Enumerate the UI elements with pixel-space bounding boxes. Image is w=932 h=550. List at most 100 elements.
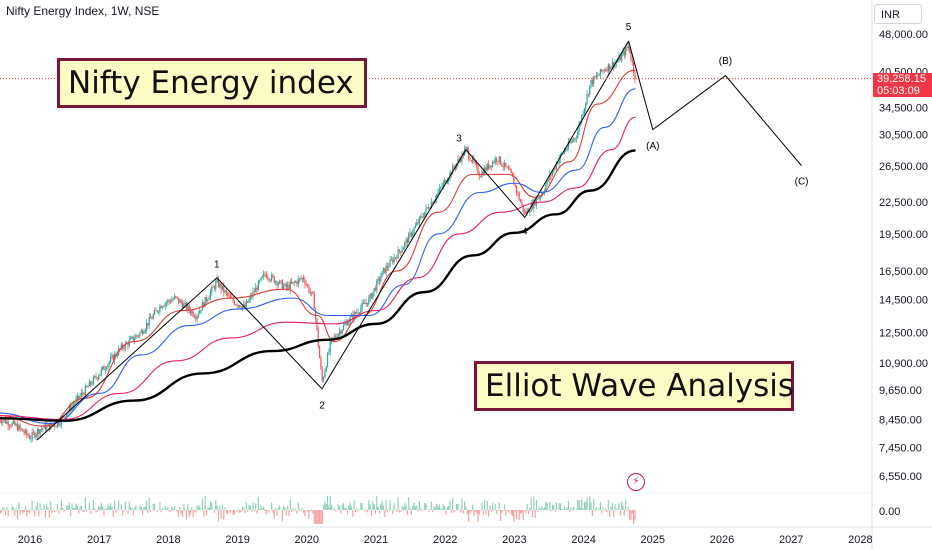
candle-body bbox=[240, 307, 242, 309]
candle-body bbox=[212, 286, 214, 288]
oscillator-bar bbox=[364, 510, 366, 512]
candle-body bbox=[550, 174, 552, 176]
oscillator-bar bbox=[19, 510, 21, 515]
candle-body bbox=[606, 69, 608, 72]
oscillator-bar bbox=[573, 506, 575, 510]
candle-body bbox=[452, 165, 454, 175]
oscillator-bar bbox=[39, 503, 41, 510]
oscillator-bar bbox=[392, 510, 394, 515]
candle-body bbox=[521, 202, 523, 205]
oscillator-bar bbox=[289, 499, 291, 510]
oscillator-bar bbox=[448, 506, 450, 510]
oscillator-bar bbox=[428, 510, 430, 512]
oscillator-bar bbox=[7, 510, 9, 517]
oscillator-bar bbox=[114, 500, 116, 510]
candle-body bbox=[112, 355, 114, 361]
candle-body bbox=[338, 331, 341, 335]
oscillator-bar bbox=[474, 510, 476, 512]
candle-body bbox=[630, 52, 632, 60]
oscillator-bar bbox=[91, 509, 93, 510]
oscillator-bar bbox=[554, 510, 556, 512]
oscillator-bar bbox=[183, 503, 185, 510]
oscillator-bar bbox=[313, 510, 315, 524]
oscillator-bar bbox=[90, 510, 92, 515]
oscillator-bar bbox=[408, 497, 410, 510]
oscillator-bar bbox=[115, 510, 117, 513]
candle-body bbox=[321, 368, 323, 381]
candle-body bbox=[88, 381, 90, 387]
candle-body bbox=[58, 422, 60, 426]
candle-body bbox=[103, 366, 105, 370]
oscillator-bar bbox=[551, 504, 554, 510]
correction-wave-line[interactable] bbox=[628, 40, 802, 167]
oscillator-bar bbox=[159, 502, 161, 510]
oscillator-bar bbox=[406, 510, 409, 515]
annotation-elliot-wave-analysis[interactable]: Elliot Wave Analysis bbox=[474, 361, 794, 411]
oscillator-bar bbox=[123, 510, 125, 511]
oscillator-bar bbox=[361, 502, 363, 510]
oscillator-bar bbox=[487, 510, 490, 517]
candle-body bbox=[72, 404, 74, 406]
oscillator-bar bbox=[149, 510, 152, 513]
candle-body bbox=[251, 295, 253, 297]
oscillator-bar bbox=[107, 504, 109, 510]
candle-body bbox=[373, 288, 375, 293]
candle-body bbox=[95, 376, 97, 378]
candle-body bbox=[84, 386, 86, 396]
oscillator-bar bbox=[627, 507, 629, 510]
oscillator-bar bbox=[120, 504, 122, 510]
oscillator-bar bbox=[465, 506, 467, 510]
candle-body bbox=[412, 232, 414, 236]
candle-body bbox=[396, 257, 398, 259]
annotation-nifty-energy-index[interactable]: Nifty Energy index bbox=[57, 58, 367, 108]
oscillator-bar bbox=[96, 510, 98, 512]
y-tick-label-3: 30,500.00 bbox=[879, 130, 928, 142]
currency-selector[interactable]: INR bbox=[874, 4, 922, 24]
candle-body bbox=[328, 351, 330, 354]
candle-body bbox=[54, 424, 56, 427]
oscillator-bar bbox=[567, 500, 570, 510]
candle-body bbox=[438, 188, 440, 193]
candle-body bbox=[349, 316, 351, 322]
oscillator-bar bbox=[561, 509, 563, 510]
candle-body bbox=[569, 141, 571, 144]
oscillator-bar bbox=[449, 500, 451, 510]
oscillator-bar bbox=[295, 509, 297, 510]
candle-body bbox=[436, 194, 438, 200]
candle-body bbox=[457, 159, 459, 164]
candle-body bbox=[522, 204, 524, 212]
impulse-wave-line[interactable] bbox=[36, 40, 630, 441]
oscillator-bar bbox=[389, 500, 391, 510]
oscillator-bar bbox=[108, 506, 110, 510]
oscillator-bar bbox=[35, 506, 37, 510]
oscillator-bar bbox=[585, 502, 587, 510]
oscillator-bar bbox=[3, 508, 5, 510]
x-tick-label-2019: 2019 bbox=[225, 534, 249, 546]
candle-body bbox=[402, 247, 405, 250]
candle-body bbox=[372, 292, 374, 299]
candle-body bbox=[261, 276, 263, 278]
oscillator-bar bbox=[526, 503, 528, 510]
candle-body bbox=[426, 207, 428, 209]
candle-body bbox=[165, 302, 168, 304]
candle-body bbox=[239, 305, 241, 308]
oscillator-bar bbox=[631, 510, 633, 514]
oscillator-bar bbox=[15, 508, 17, 510]
candle-body bbox=[199, 310, 201, 314]
oscillator-bar bbox=[450, 510, 452, 513]
lightning-bolt-icon[interactable]: ⚡ bbox=[627, 473, 645, 491]
candle-body bbox=[529, 211, 531, 213]
oscillator-bar bbox=[366, 510, 369, 513]
candle-body bbox=[609, 64, 611, 70]
candle-body bbox=[322, 377, 325, 381]
candle-body bbox=[47, 423, 49, 426]
candle-body bbox=[132, 336, 134, 341]
candle-body bbox=[181, 303, 184, 308]
candle-body bbox=[184, 302, 186, 304]
candle-body bbox=[111, 355, 113, 358]
oscillator-bar bbox=[179, 506, 181, 510]
oscillator-bar bbox=[414, 506, 416, 510]
candle-body bbox=[368, 297, 370, 305]
candle-body bbox=[195, 317, 197, 320]
